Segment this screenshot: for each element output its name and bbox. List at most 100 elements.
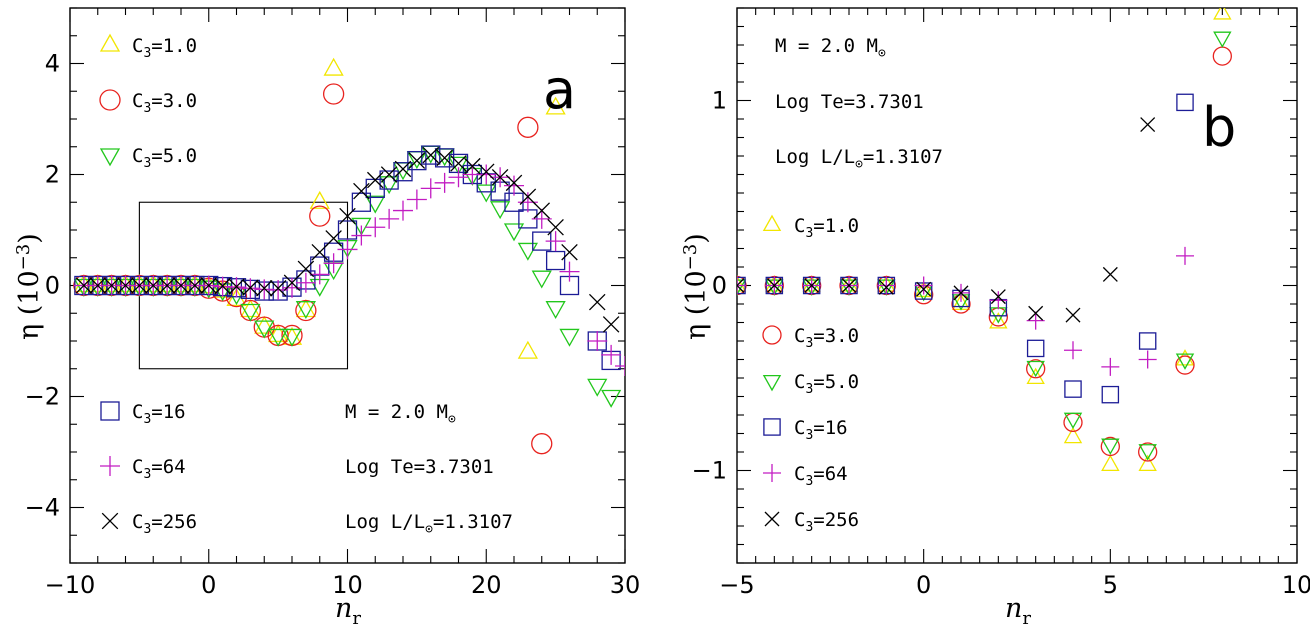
data-point [283,274,301,291]
data-point [953,285,969,301]
data-point [878,279,894,295]
data-point [877,276,896,295]
data-point [505,174,523,192]
panel-a-legend-bottom: C3=16 C3=64 C3=256 [100,401,197,537]
data-point [587,331,608,351]
data-point [268,328,289,347]
panel-b-ticks [736,7,1298,564]
series-C3_1.0 [737,8,1232,472]
data-point [561,243,578,261]
data-point [1064,341,1082,360]
data-point [337,220,358,240]
data-point [615,355,625,376]
legend-label: C3=256 [132,511,197,537]
legend-marker [762,325,782,345]
data-point [737,278,745,293]
data-point [559,261,580,282]
series-C3_3.0 [73,83,553,455]
data-point [1101,438,1120,455]
data-point [242,279,259,296]
data-point [1138,442,1158,462]
panel-a-y-tick-labels: −4 −2 0 2 4 [25,50,60,522]
data-point [559,328,580,347]
data-point [989,312,1008,329]
data-point [519,188,537,205]
data-point [240,299,261,318]
legend-marker [100,456,120,476]
data-point [1101,357,1120,376]
legend-marker [763,464,781,482]
data-point [351,192,372,212]
legend-entry: C3=64 [763,463,848,489]
panel-a-ticks [69,7,626,564]
data-point [476,164,497,185]
legend-marker [762,374,782,392]
data-point [545,231,566,252]
data-point [75,277,93,294]
data-point [531,433,553,455]
panel-b: −5 0 5 10 −101 b C3=1.0C3=3.0C3=5.0 C3=16C3… [680,7,1310,629]
data-point [1176,93,1194,112]
panel-b-y-tick-labels: −1 0 1 [692,87,727,485]
data-point [1026,360,1045,378]
data-point [1026,359,1046,379]
panel-b-mass-label: M = 2.0 M⊙ [775,35,886,61]
data-point [517,116,539,138]
x-tick-label: −5 [719,571,754,599]
data-point [420,178,441,199]
data-point [393,162,413,182]
data-point [323,253,344,274]
data-point [1175,353,1195,370]
panel-a-legend-top: C3=1.0 C3=3.0 C3=5.0 [99,33,197,171]
legend-marker [99,33,121,52]
data-point [1063,412,1083,430]
legend-entry: C3=64 [100,456,186,482]
data-point [239,299,262,322]
data-point [200,277,218,294]
data-point [1213,8,1232,20]
data-point [254,315,275,334]
x-tick-label: 20 [471,571,502,599]
data-point [339,207,356,225]
data-point [545,250,566,271]
data-point [1138,444,1157,461]
legend-label: C3=5.0 [132,145,197,171]
data-point [531,270,552,289]
panel-a-x-axis-label: nr [335,593,361,629]
y-tick-label: −2 [25,383,60,411]
data-point [1102,266,1118,282]
data-point [989,291,1008,310]
x-tick-label: 10 [332,571,363,599]
data-point [841,278,857,293]
data-point [1213,31,1232,48]
data-point [322,83,345,105]
data-point [269,280,287,297]
data-point [533,202,551,219]
legend-marker [762,214,782,232]
data-point [1175,355,1195,375]
data-point [436,149,453,167]
data-point [517,242,538,261]
y-tick-label: 4 [45,50,60,78]
panel-a-y-axis-label: η (10−3) [13,233,45,340]
series-C3_64 [737,246,1194,376]
x-tick-label: 0 [201,571,216,599]
series-C3_256 [75,146,620,333]
data-point [766,278,782,293]
data-point [601,344,622,365]
data-point [1138,350,1157,369]
legend-marker [763,418,781,436]
data-point [366,171,384,189]
data-point [1138,332,1157,350]
data-point [491,169,509,186]
legend-label: C3=16 [794,417,848,443]
data-point [309,190,330,209]
data-point [103,277,120,294]
panel-b-te-label: Log Te=3.7301 [775,91,924,113]
legend-marker [101,512,119,530]
data-point [1212,46,1232,66]
data-point [408,152,426,169]
data-point [379,208,400,229]
